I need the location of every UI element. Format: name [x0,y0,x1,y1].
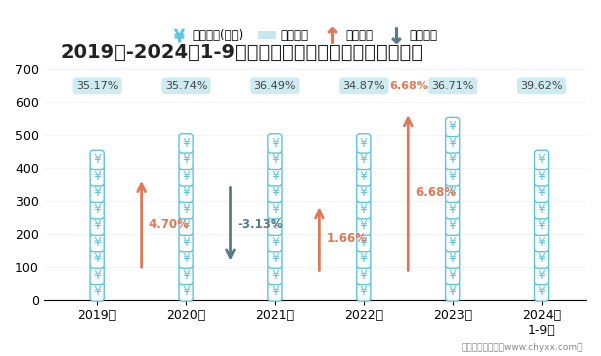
Text: ¥: ¥ [538,285,546,298]
Text: 34.87%: 34.87% [343,81,385,91]
Text: ¥: ¥ [360,219,368,232]
Text: ¥: ¥ [360,236,368,248]
Text: ¥: ¥ [271,186,279,199]
Text: ¥: ¥ [538,252,546,265]
Text: ¥: ¥ [182,236,190,248]
Text: ¥: ¥ [271,153,279,166]
Text: ¥: ¥ [182,153,190,166]
Text: ¥: ¥ [449,120,457,134]
Text: ¥: ¥ [449,268,457,282]
Text: ¥: ¥ [449,236,457,248]
Text: ¥: ¥ [271,219,279,232]
Text: 35.17%: 35.17% [76,81,118,91]
Text: ¥: ¥ [93,203,101,216]
Text: ¥: ¥ [271,203,279,216]
Text: 制图：智研咨询（www.chyxx.com）: 制图：智研咨询（www.chyxx.com） [462,344,583,352]
Text: ¥: ¥ [538,219,546,232]
Text: 2019年-2024年1-9月贵州省累计原保险保费收入统计图: 2019年-2024年1-9月贵州省累计原保险保费收入统计图 [60,43,423,62]
Text: ¥: ¥ [360,203,368,216]
Text: ¥: ¥ [93,268,101,282]
Text: ¥: ¥ [182,219,190,232]
Text: ¥: ¥ [449,137,457,150]
Text: ¥: ¥ [182,186,190,199]
Text: ¥: ¥ [360,252,368,265]
Text: ¥: ¥ [182,170,190,183]
Text: ¥: ¥ [182,137,190,150]
Text: 39.62%: 39.62% [520,81,563,91]
Text: 6.68%: 6.68% [415,186,457,199]
Text: ¥: ¥ [182,203,190,216]
Text: ¥: ¥ [93,236,101,248]
Text: ¥: ¥ [449,285,457,298]
Text: 1.66%: 1.66% [326,232,367,245]
Text: ¥: ¥ [93,153,101,166]
Legend: 累计保费(亿元), 寿险占比, 同比增加, 同比减少: 累计保费(亿元), 寿险占比, 同比增加, 同比减少 [166,25,442,47]
Text: ¥: ¥ [538,170,546,183]
Text: ¥: ¥ [449,153,457,166]
Text: ¥: ¥ [360,170,368,183]
Text: ¥: ¥ [360,153,368,166]
Text: ¥: ¥ [182,285,190,298]
Text: ¥: ¥ [449,170,457,183]
Text: ¥: ¥ [360,268,368,282]
Text: 4.70%: 4.70% [148,218,189,231]
Text: ¥: ¥ [449,252,457,265]
Text: ¥: ¥ [182,252,190,265]
Text: 36.49%: 36.49% [254,81,296,91]
Text: ¥: ¥ [93,170,101,183]
Text: ¥: ¥ [360,186,368,199]
Text: ¥: ¥ [93,252,101,265]
Text: ¥: ¥ [360,137,368,150]
Text: 35.74%: 35.74% [165,81,207,91]
Text: ¥: ¥ [271,170,279,183]
Text: ¥: ¥ [271,252,279,265]
Text: ¥: ¥ [449,203,457,216]
Text: ¥: ¥ [271,236,279,248]
Text: ¥: ¥ [271,137,279,150]
Text: ¥: ¥ [93,219,101,232]
Text: ¥: ¥ [538,186,546,199]
Text: ¥: ¥ [271,285,279,298]
Text: ¥: ¥ [449,186,457,199]
Text: ¥: ¥ [538,268,546,282]
Text: -3.13%: -3.13% [237,218,283,231]
Text: ¥: ¥ [538,153,546,166]
Text: ¥: ¥ [93,285,101,298]
Text: 36.71%: 36.71% [432,81,474,91]
Text: 6.68%: 6.68% [389,81,428,91]
Text: ¥: ¥ [449,219,457,232]
Text: ¥: ¥ [182,268,190,282]
Text: ¥: ¥ [360,285,368,298]
Text: ¥: ¥ [538,203,546,216]
Text: ¥: ¥ [538,236,546,248]
Text: ¥: ¥ [93,186,101,199]
Text: ¥: ¥ [271,268,279,282]
